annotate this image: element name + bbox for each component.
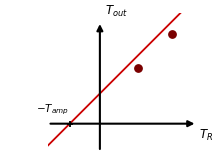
Text: $T_{out}$: $T_{out}$: [105, 4, 128, 19]
Point: [136, 67, 140, 70]
Point: [170, 33, 174, 36]
Text: $-T_{amp}$: $-T_{amp}$: [36, 102, 69, 117]
Text: $T_R$: $T_R$: [199, 128, 213, 143]
